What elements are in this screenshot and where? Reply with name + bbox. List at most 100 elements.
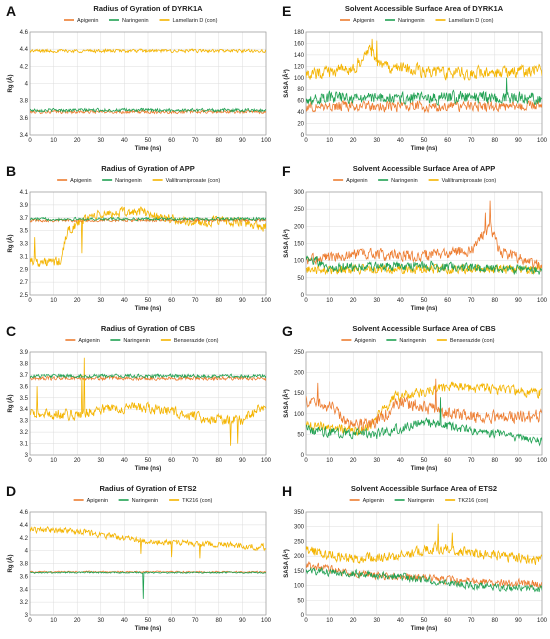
y-tick-label: 3.3 (20, 242, 29, 248)
x-tick-label: 50 (421, 618, 428, 624)
x-tick-label: 10 (50, 138, 57, 144)
x-tick-label: 70 (468, 618, 475, 624)
y-tick-label: 200 (294, 554, 305, 560)
plot-frame (305, 511, 543, 616)
x-tick-label: 80 (215, 138, 222, 144)
y-tick-label: 100 (294, 76, 305, 82)
chart-title: Solvent Accessible Surface Area of DYRK1… (345, 4, 504, 13)
x-tick-label: 90 (515, 458, 522, 464)
y-tick-label: 3.4 (20, 407, 29, 413)
series-line-apigenin (30, 375, 266, 382)
x-tick-label: 60 (444, 618, 451, 624)
y-tick-label: 0 (301, 293, 305, 299)
series-line-control (306, 38, 542, 81)
legend-label: TK216 (con) (458, 498, 488, 504)
x-tick-label: 80 (491, 138, 498, 144)
x-tick-label: 100 (537, 138, 548, 144)
x-axis-label: Time (ns) (135, 306, 162, 312)
y-tick-label: 100 (294, 259, 305, 265)
x-tick-label: 0 (28, 458, 32, 464)
x-tick-label: 0 (28, 618, 32, 624)
legend-label: Naringenin (399, 338, 426, 344)
x-tick-label: 40 (121, 138, 128, 144)
legend-label: Apigenin (346, 178, 367, 184)
y-tick-label: 2.5 (20, 293, 29, 299)
series-line-control (306, 523, 542, 565)
series-line-naringenin (306, 566, 542, 593)
y-tick-label: 4.6 (20, 30, 29, 36)
y-tick-label: 3.8 (20, 562, 29, 568)
y-tick-label: 4.6 (20, 510, 29, 516)
y-axis-label: Rg (Å) (7, 235, 14, 253)
x-tick-label: 40 (397, 138, 404, 144)
legend-label: Naringenin (123, 338, 150, 344)
x-tick-label: 20 (350, 618, 357, 624)
y-tick-label: 40 (297, 110, 304, 116)
legend-label: Naringenin (115, 178, 142, 184)
y-axis-label: Rg (Å) (7, 75, 14, 93)
x-tick-label: 30 (373, 298, 380, 304)
x-tick-label: 60 (168, 458, 175, 464)
legend-label: Apigenin (87, 498, 108, 504)
series-line-control (30, 205, 266, 267)
y-tick-label: 3.7 (20, 373, 29, 379)
legend-label: Lamellarin D (con) (449, 18, 494, 24)
y-tick-label: 3.2 (20, 430, 29, 436)
y-tick-label: 4.2 (20, 536, 29, 542)
legend-label: Valiltramiprosate (con) (166, 178, 221, 184)
plot-frame (305, 31, 543, 136)
x-tick-label: 10 (50, 618, 57, 624)
y-tick-label: 3.8 (20, 361, 29, 367)
x-tick-label: 70 (192, 458, 199, 464)
panel-letter: F (282, 163, 291, 179)
x-axis-label: Time (ns) (411, 626, 438, 632)
x-tick-label: 20 (350, 458, 357, 464)
series-line-naringenin (306, 77, 542, 107)
chart-title: Radius of Gyration of APP (101, 164, 194, 173)
y-tick-label: 50 (297, 276, 304, 282)
plot-frame (305, 191, 543, 296)
x-tick-label: 60 (168, 618, 175, 624)
x-tick-label: 50 (421, 458, 428, 464)
y-tick-label: 3.7 (20, 216, 29, 222)
y-tick-label: 300 (294, 190, 305, 196)
x-tick-label: 80 (491, 298, 498, 304)
y-tick-label: 3.4 (20, 133, 29, 139)
x-tick-label: 0 (304, 458, 308, 464)
x-tick-label: 0 (28, 298, 32, 304)
y-tick-label: 3.4 (20, 587, 29, 593)
x-tick-label: 90 (515, 618, 522, 624)
x-tick-label: 40 (121, 298, 128, 304)
legend: Apigenin Naringenin Lamellarin D (con) (340, 18, 494, 24)
x-tick-label: 100 (261, 298, 272, 304)
x-tick-label: 20 (74, 458, 81, 464)
y-tick-label: 140 (294, 53, 305, 59)
y-tick-label: 250 (294, 207, 305, 213)
chart-title: Radius of Gyration of ETS2 (99, 484, 196, 493)
y-tick-label: 3 (25, 453, 29, 459)
y-tick-label: 50 (297, 432, 304, 438)
series-line-control (30, 357, 266, 446)
x-axis-label: Time (ns) (135, 626, 162, 632)
x-tick-label: 60 (444, 298, 451, 304)
plot-frame (305, 351, 543, 456)
legend-label: Apigenin (77, 18, 98, 24)
x-axis-label: Time (ns) (411, 306, 438, 312)
y-tick-label: 3.9 (20, 350, 29, 356)
x-tick-label: 0 (304, 138, 308, 144)
legend-label: Apigenin (70, 178, 91, 184)
legend-label: Apigenin (78, 338, 99, 344)
legend: Apigenin Naringenin Benserazide (con) (65, 338, 219, 344)
y-tick-label: 3.6 (20, 574, 29, 580)
x-tick-label: 30 (373, 618, 380, 624)
y-tick-label: 3.8 (20, 99, 29, 105)
y-tick-label: 150 (294, 242, 305, 248)
legend-label: Naringenin (132, 498, 159, 504)
x-tick-label: 20 (74, 138, 81, 144)
x-tick-label: 70 (468, 458, 475, 464)
y-tick-label: 80 (297, 87, 304, 93)
legend-label: Naringenin (398, 18, 425, 24)
x-tick-label: 40 (397, 458, 404, 464)
